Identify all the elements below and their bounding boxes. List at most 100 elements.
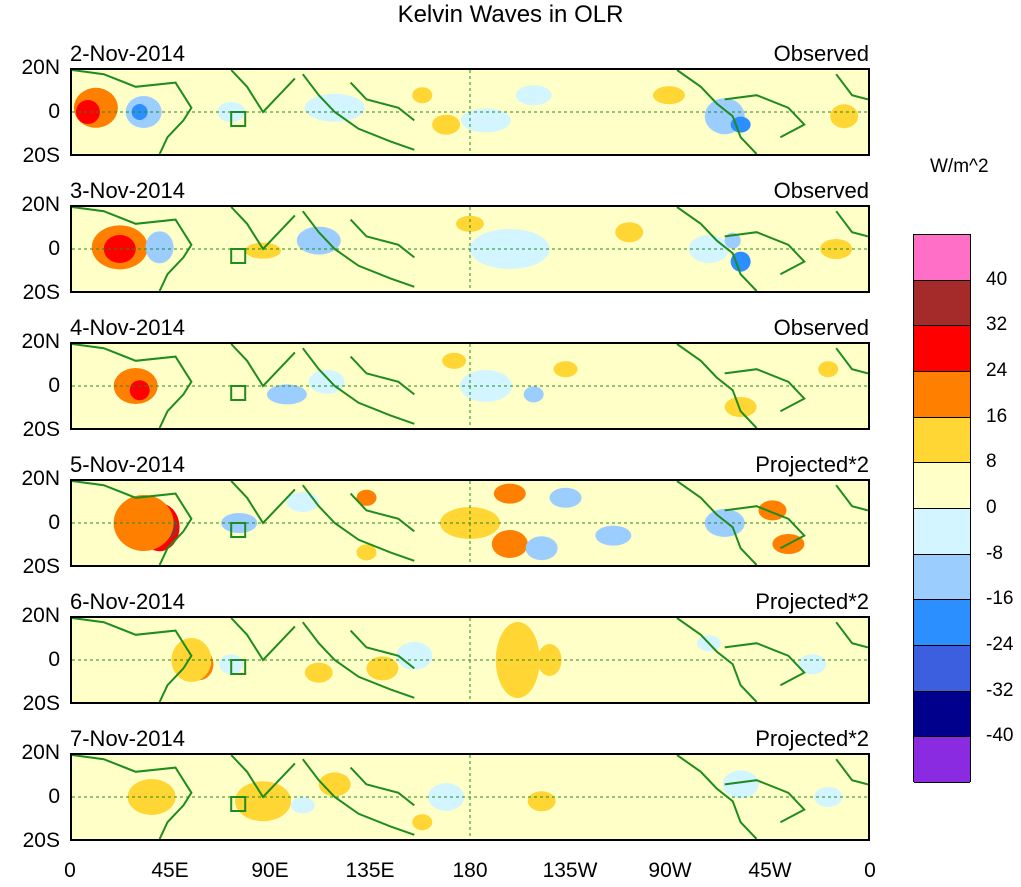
coastline [72, 618, 193, 702]
region-box [230, 796, 247, 812]
anomaly-contour [493, 483, 526, 504]
anomaly-contour [615, 222, 644, 243]
olr-map-panel [70, 479, 870, 567]
coastline [349, 766, 415, 807]
x-axis-label: 135E [345, 859, 395, 882]
panel-type: Observed [773, 178, 869, 203]
colorbar-label: -32 [986, 679, 1014, 701]
anomaly-contour [798, 654, 827, 675]
olr-map-panel [70, 68, 870, 156]
anomaly-contour [730, 116, 751, 133]
anomaly-contour [595, 525, 632, 546]
y-axis-label: 0 [48, 100, 60, 123]
olr-map-panel [70, 342, 870, 430]
coastline [302, 210, 415, 288]
coastline [724, 94, 806, 139]
coastline [230, 755, 296, 799]
anomaly-contour [356, 544, 377, 561]
coastline [724, 779, 806, 824]
colorbar-swatch [914, 600, 970, 646]
anomaly-contour [129, 380, 150, 401]
y-axis-label: 20S [22, 144, 60, 167]
coastline [676, 755, 758, 839]
coastline [676, 207, 758, 291]
coastline [72, 207, 193, 291]
coastline [676, 618, 758, 702]
colorbar-label: 8 [986, 451, 997, 473]
coastline [676, 481, 758, 565]
colorbar-swatch [914, 509, 970, 555]
anomaly-contour [412, 814, 433, 831]
coastline [302, 758, 415, 836]
colorbar-swatch [914, 372, 970, 418]
coastline [724, 642, 806, 687]
x-axis-label: 135W [542, 859, 598, 882]
colorbar-label: 40 [986, 268, 1008, 290]
coastline [835, 484, 868, 512]
anomaly-contour [491, 530, 528, 558]
anomaly-contour [304, 662, 333, 683]
y-axis-label: 20S [22, 281, 60, 304]
colorbar-unit: W/m^2 [930, 156, 989, 177]
coastline [302, 73, 415, 151]
y-axis-label: 0 [48, 374, 60, 397]
y-axis-label: 0 [48, 511, 60, 534]
coastline [349, 629, 415, 670]
y-axis-label: 0 [48, 785, 60, 808]
anomaly-contour [266, 384, 307, 405]
anomaly-contour [818, 361, 839, 378]
coastline [302, 484, 415, 562]
colorbar-label: 24 [986, 360, 1008, 381]
anomaly-contour [553, 361, 578, 378]
anomaly-contour [290, 797, 315, 814]
coastline [835, 347, 868, 375]
region-box [230, 522, 247, 538]
panel-date: 5-Nov-2014 [70, 452, 185, 477]
anomaly-contour [396, 641, 433, 670]
colorbar-label: 32 [986, 314, 1008, 336]
olr-map-panel [70, 753, 870, 841]
coastline [835, 210, 868, 238]
panel-type: Projected*2 [755, 589, 869, 614]
colorbar-label: -8 [986, 542, 1003, 564]
colorbar-swatch [914, 463, 970, 509]
y-axis-label: 20S [22, 555, 60, 578]
colorbar-label: -16 [986, 588, 1014, 610]
colorbar-swatch [914, 417, 970, 464]
coastline [72, 481, 193, 565]
panel-type: Observed [773, 315, 869, 340]
y-axis-label: 20N [21, 604, 60, 627]
coastline [302, 347, 415, 425]
anomaly-contour [103, 235, 136, 263]
anomaly-contour [442, 352, 467, 369]
coastline [724, 505, 806, 550]
coastline [72, 344, 193, 428]
olr-map-panel [70, 205, 870, 293]
panel-date: 4-Nov-2014 [70, 315, 185, 340]
x-axis-label: 0 [864, 859, 876, 882]
colorbar-swatch [914, 691, 970, 738]
x-axis-label: 90E [251, 859, 289, 882]
colorbar-label: -24 [986, 634, 1014, 655]
coastline [230, 481, 296, 525]
anomaly-contour [412, 87, 433, 104]
anomaly-contour [459, 370, 512, 402]
anomaly-contour [830, 104, 859, 129]
region-box [230, 385, 247, 401]
region-box [230, 111, 247, 127]
anomaly-contour [145, 231, 174, 264]
y-axis-label: 20S [22, 418, 60, 441]
coastline [835, 73, 868, 101]
x-axis-label: 90W [648, 859, 692, 882]
colorbar [913, 234, 971, 783]
anomaly-contour [523, 386, 544, 403]
colorbar-swatch [914, 646, 970, 692]
anomaly-contour [318, 772, 351, 797]
colorbar-swatch [914, 554, 970, 601]
y-axis-label: 20S [22, 692, 60, 715]
coastline [724, 368, 806, 413]
anomaly-contour [245, 242, 282, 259]
y-axis-label: 20N [21, 330, 60, 353]
panel-date: 6-Nov-2014 [70, 589, 185, 614]
coastline [230, 344, 296, 388]
